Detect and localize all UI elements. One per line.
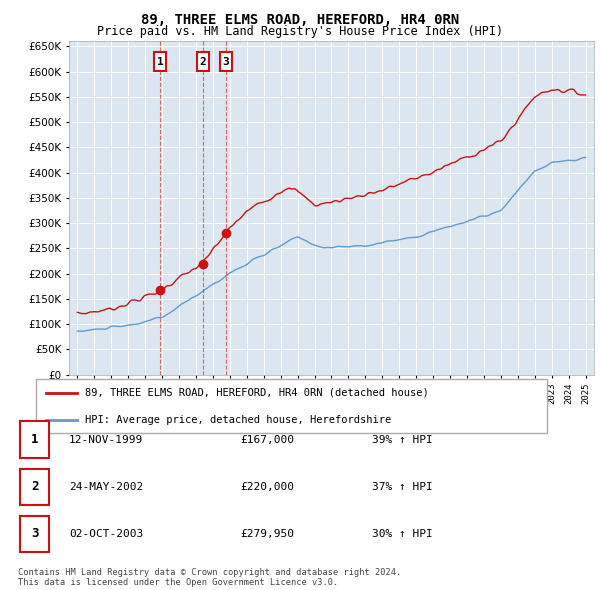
Text: 12-NOV-1999: 12-NOV-1999	[69, 435, 143, 444]
Text: 1: 1	[31, 433, 38, 446]
Text: 02-OCT-2003: 02-OCT-2003	[69, 529, 143, 539]
Text: 89, THREE ELMS ROAD, HEREFORD, HR4 0RN (detached house): 89, THREE ELMS ROAD, HEREFORD, HR4 0RN (…	[85, 388, 428, 398]
Text: 89, THREE ELMS ROAD, HEREFORD, HR4 0RN: 89, THREE ELMS ROAD, HEREFORD, HR4 0RN	[141, 13, 459, 27]
Bar	[154, 52, 166, 71]
Text: 3: 3	[222, 57, 229, 67]
Text: £167,000: £167,000	[240, 435, 294, 444]
Text: HPI: Average price, detached house, Herefordshire: HPI: Average price, detached house, Here…	[85, 415, 391, 425]
Text: £220,000: £220,000	[240, 482, 294, 491]
Text: 37% ↑ HPI: 37% ↑ HPI	[372, 482, 433, 491]
Bar	[220, 52, 232, 71]
FancyBboxPatch shape	[35, 379, 547, 432]
Text: 30% ↑ HPI: 30% ↑ HPI	[372, 529, 433, 539]
Text: 24-MAY-2002: 24-MAY-2002	[69, 482, 143, 491]
Text: Contains HM Land Registry data © Crown copyright and database right 2024.
This d: Contains HM Land Registry data © Crown c…	[18, 568, 401, 587]
Text: 2: 2	[199, 57, 206, 67]
Text: 3: 3	[31, 527, 38, 540]
Text: £279,950: £279,950	[240, 529, 294, 539]
Text: Price paid vs. HM Land Registry's House Price Index (HPI): Price paid vs. HM Land Registry's House …	[97, 25, 503, 38]
Text: 39% ↑ HPI: 39% ↑ HPI	[372, 435, 433, 444]
Bar	[197, 52, 209, 71]
Text: 1: 1	[157, 57, 163, 67]
Text: 2: 2	[31, 480, 38, 493]
